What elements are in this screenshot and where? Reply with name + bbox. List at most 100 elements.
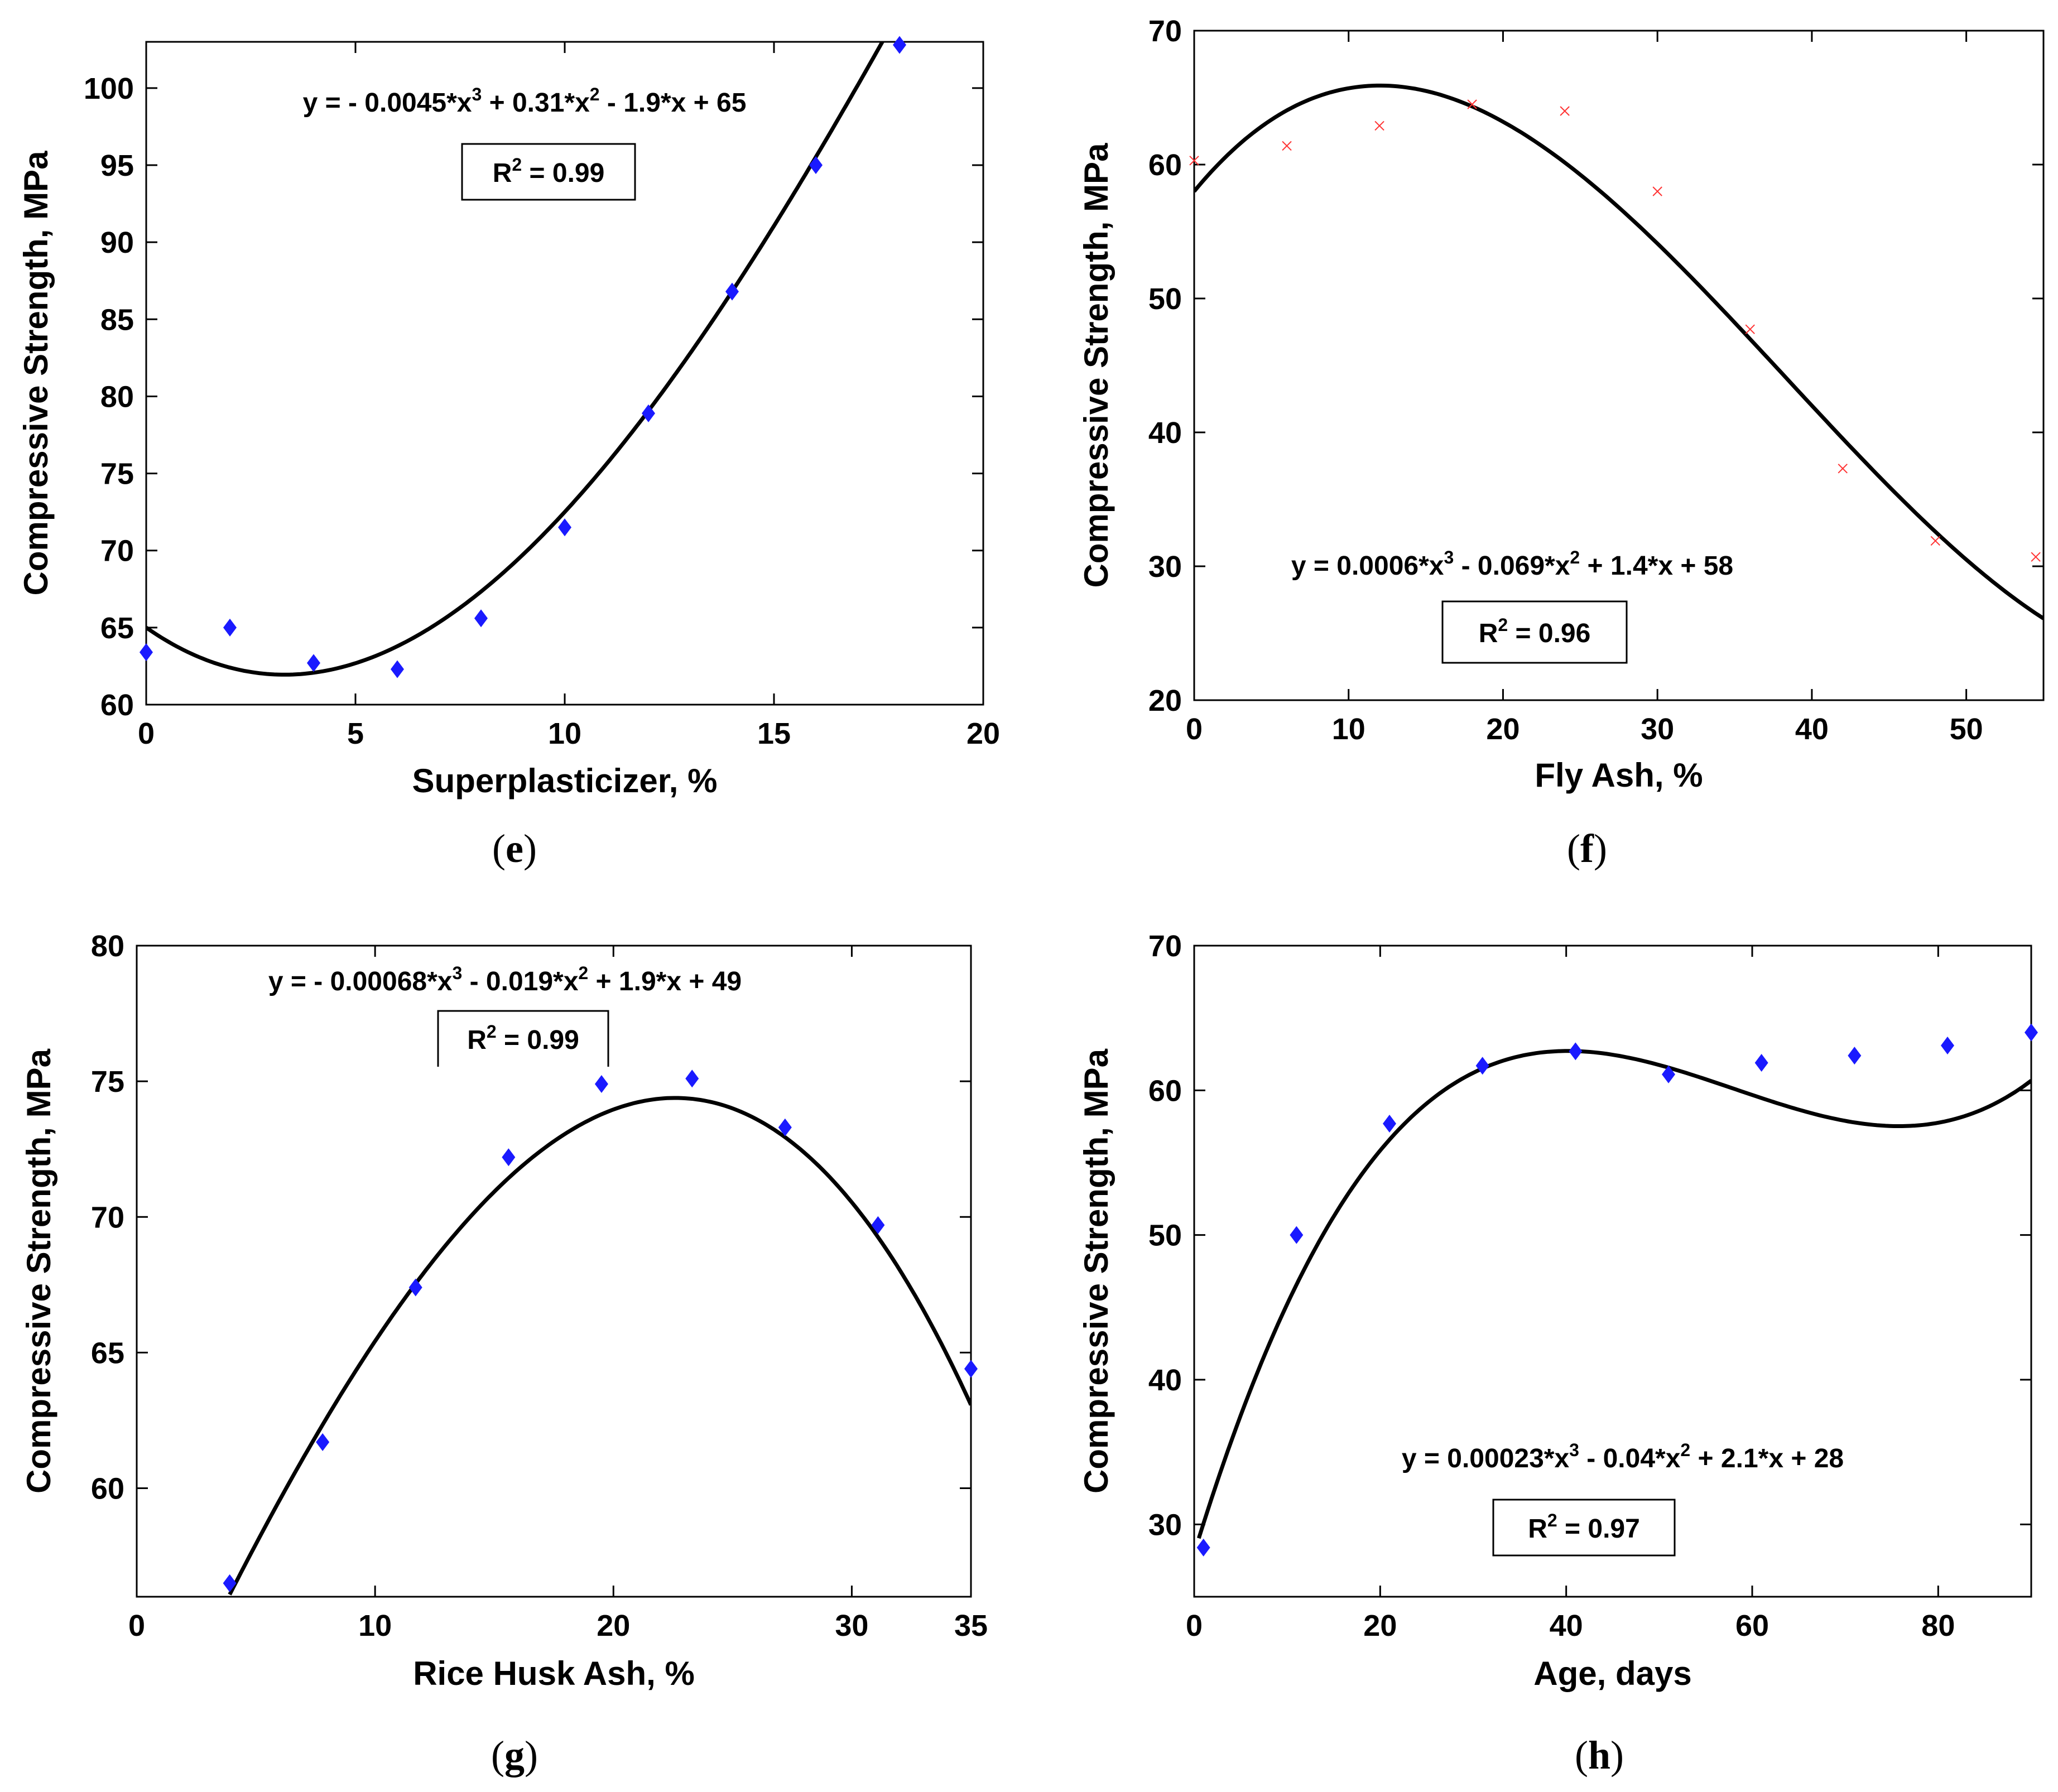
data-point [1560,106,1570,116]
data-point [1383,1114,1396,1133]
data-point [1282,141,1292,151]
r2-label: R2 = 0.99 [467,1022,579,1055]
x-tick-label: 30 [1641,712,1674,746]
data-point [223,1574,237,1592]
x-tick-label: 0 [1186,1609,1203,1642]
r2-box [1492,1499,1676,1557]
equation-part: y = 0.00023*x [1402,1444,1570,1473]
data-point [1838,464,1848,474]
x-axis-title: Superplasticizer, % [412,762,718,799]
equation-part: - 0.04*x [1579,1444,1681,1473]
r2-exponent: 2 [1547,1510,1557,1530]
data-point [642,404,655,422]
y-tick-label: 30 [1148,550,1182,584]
equation-part: y = - 0.00068*x [268,967,453,996]
fit-curve [1194,83,2043,620]
x-tick-label: 40 [1795,712,1829,746]
x-tick-label: 0 [138,717,155,750]
equation-part: + 0.31*x [482,88,590,118]
y-tick-label: 95 [100,149,134,182]
equation-part: + 2.1*x + 28 [1690,1444,1844,1473]
equation-part: + 1.4*x + 58 [1580,551,1733,581]
y-tick-label: 80 [100,380,134,413]
r2-part: = 0.97 [1557,1514,1640,1544]
data-point [685,1070,699,1088]
y-tick-label: 90 [100,226,134,259]
equation-part: + 1.9*x + 49 [588,967,742,996]
fit-equation: y = 0.0006*x3 - 0.069*x2 + 1.4*x + 58 [1291,547,1733,581]
data-point [725,282,739,301]
r2-part: R [1479,619,1498,648]
data-point [1941,1036,1954,1054]
x-tick-label: 15 [757,717,791,750]
data-point [223,618,237,637]
r2-exponent: 2 [512,155,522,175]
equation-exponent: 3 [472,84,482,104]
x-tick-label: 0 [128,1609,145,1642]
r2-box [1441,600,1628,664]
panel-label-e: (e) [492,826,537,871]
plot-frame [136,945,972,1598]
x-tick-label: 50 [1950,712,1983,746]
y-tick-label: 50 [1148,1219,1182,1253]
data-point [778,1118,792,1136]
data-point [1467,99,1477,109]
y-axis-title: Compressive Strength, MPa [1078,1048,1115,1494]
r2-part: = 0.96 [1508,619,1590,648]
x-tick-label: 20 [1486,712,1520,746]
data-point [502,1148,516,1167]
data-point [1189,156,1199,166]
r2-part: R [467,1025,487,1055]
y-tick-label: 75 [91,1065,124,1099]
chart-h: 0 20 40 60 80 30 40 50 60 70 Age, days Compressive … [1078,929,2038,1692]
data-point [1754,1054,1768,1072]
data-point [1745,324,1755,334]
data-point [1374,121,1384,131]
equation-exponent: 2 [1570,547,1580,567]
fit-equation: y = - 0.0045*x3 + 0.31*x2 - 1.9*x + 65 [303,84,747,118]
x-tick-label: 0 [1186,712,1203,746]
y-tick-label: 65 [91,1336,124,1370]
equation-exponent: 2 [1680,1440,1690,1460]
equation-exponent: 2 [578,963,588,983]
y-axis-title: Compressive Strength, MPa [20,1048,57,1494]
x-tick-label: 10 [548,717,581,750]
y-tick-label: 20 [1148,684,1182,717]
equation-part: y = 0.0006*x [1291,551,1444,581]
r2-part: = 0.99 [497,1025,579,1055]
data-point [2025,1023,2038,1042]
x-tick-label: 10 [358,1609,392,1642]
r2-box [437,1010,609,1067]
x-tick-label: 20 [1363,1609,1397,1642]
chart-f: 0 10 20 30 40 50 20 30 40 50 60 70 Fly Ash, % Compres… [1078,15,2045,794]
data-point [1475,1057,1489,1075]
data-point [1662,1065,1675,1083]
panel-label-f: (f) [1567,826,1607,871]
data-point [1652,186,1662,196]
x-tick-label: 40 [1550,1609,1583,1642]
x-tick-label: 10 [1332,712,1365,746]
y-tick-label: 65 [100,611,134,645]
x-axis-title: Age, days [1533,1655,1691,1692]
panel-label-g: (g) [491,1733,538,1777]
fit-curve [1196,1049,2031,1539]
equation-part: - 1.9*x + 65 [600,88,747,118]
x-tick-label: 30 [835,1609,868,1642]
chart-g: 0 10 20 30 35 60 65 70 75 80 Rice Husk Ash, % Compr… [20,929,988,1692]
y-tick-label: 60 [1148,148,1182,182]
equation-part: - 0.069*x [1454,551,1570,581]
fit-curve [228,1096,971,1596]
data-point [307,654,320,672]
y-tick-label: 60 [91,1472,124,1506]
x-tick-label: 20 [967,717,1000,750]
data-point [316,1433,330,1451]
data-point [809,156,823,175]
data-point [964,1360,978,1378]
r2-label: R2 = 0.96 [1479,615,1591,648]
x-tick-label: 60 [1735,1609,1769,1642]
fit-equation: y = 0.00023*x3 - 0.04*x2 + 2.1*x + 28 [1402,1440,1844,1473]
data-point [1569,1042,1583,1061]
r2-exponent: 2 [487,1022,497,1042]
y-tick-label: 40 [1148,1364,1182,1397]
equation-exponent: 3 [1569,1440,1579,1460]
